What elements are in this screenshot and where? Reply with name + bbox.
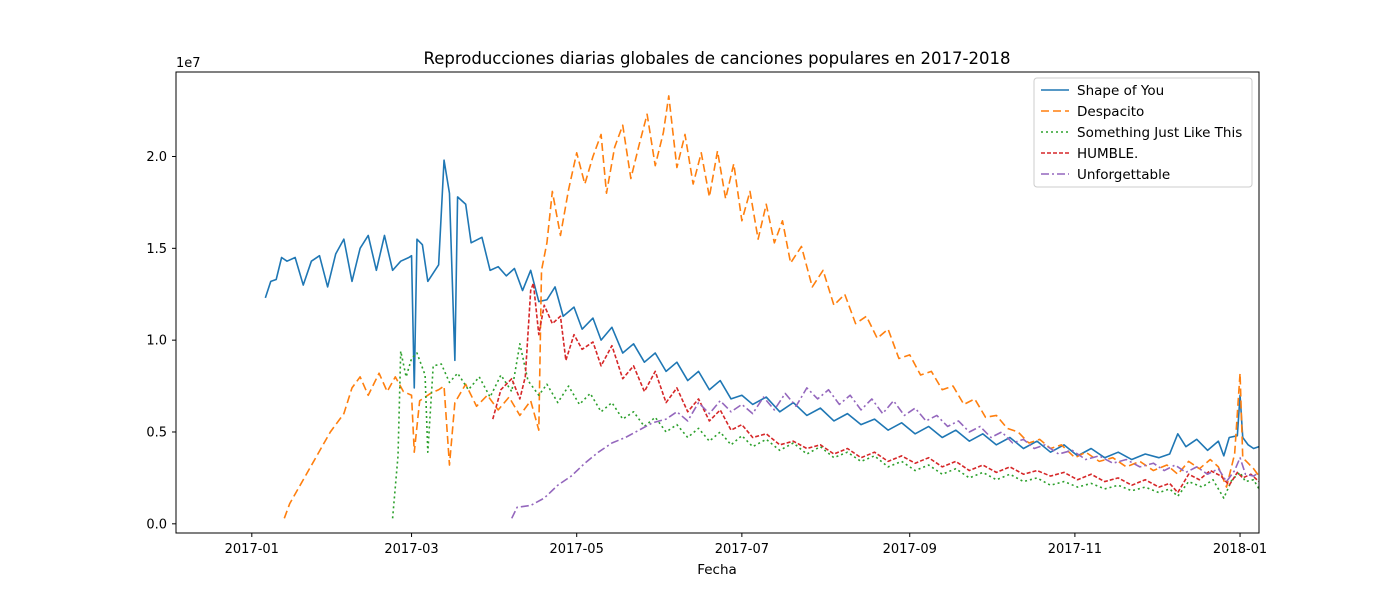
- y-tick-label: 0.5: [146, 425, 167, 440]
- x-tick-label: 2017-05: [550, 542, 604, 557]
- x-tick-label: 2018-01: [1213, 542, 1267, 557]
- plot-frame: [175, 71, 1260, 534]
- x-tick-label: 2017-11: [1048, 542, 1102, 557]
- y-tick-label: 1.0: [146, 334, 167, 349]
- x-tick-label: 2017-03: [384, 542, 438, 557]
- y-tick-label: 1.5: [146, 242, 167, 257]
- legend: Shape of You Despacito Something Just Like…: [1033, 77, 1253, 188]
- series-line-shape-of-you: [264, 159, 1259, 461]
- legend-label: Something Just Like This: [1077, 125, 1242, 141]
- y-axis-ticks: 0.0 0.5 1.0 1.5 2.0: [146, 150, 176, 532]
- legend-box: [1033, 77, 1253, 188]
- x-axis-ticks: 2017-01 2017-03 2017-05 2017-07 2017-09 2017-…: [225, 533, 1267, 557]
- legend-label: HUMBLE.: [1077, 146, 1138, 162]
- series-line-unforgettable: [511, 387, 1259, 519]
- x-axis-label: Fecha: [697, 562, 737, 578]
- legend-label: Unforgettable: [1077, 167, 1170, 183]
- y-tick-label: 2.0: [146, 150, 167, 165]
- y-axis-offset-text: 1e7: [176, 56, 201, 71]
- chart-title: Reproducciones diarias globales de canci…: [424, 49, 1011, 68]
- y-tick-label: 0.0: [146, 517, 167, 532]
- series-line-humble: [492, 282, 1259, 494]
- x-tick-label: 2017-01: [225, 542, 279, 557]
- legend-label: Shape of You: [1077, 83, 1164, 99]
- x-tick-label: 2017-09: [883, 542, 937, 557]
- series-layer: [264, 95, 1259, 519]
- series-line-despacito: [283, 95, 1259, 519]
- x-tick-label: 2017-07: [715, 542, 769, 557]
- legend-label: Despacito: [1077, 104, 1144, 120]
